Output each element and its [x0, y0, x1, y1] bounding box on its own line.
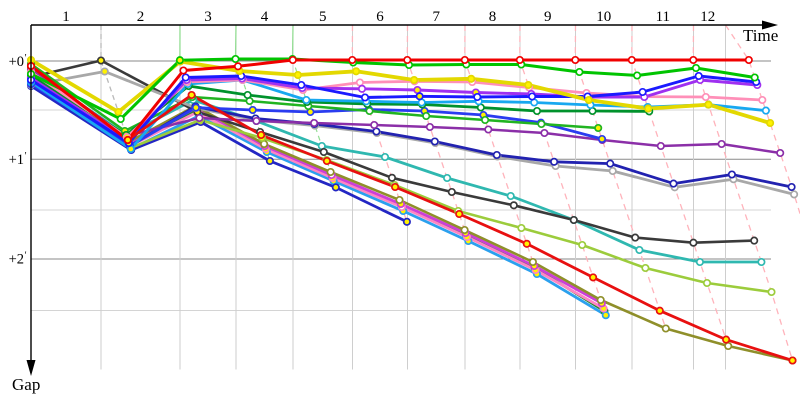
svg-text:6: 6 [376, 9, 384, 25]
svg-text:5: 5 [319, 9, 327, 25]
svg-text:Gap: Gap [12, 375, 40, 394]
svg-text:10: 10 [596, 9, 611, 25]
svg-text:4: 4 [261, 9, 269, 25]
svg-text:2: 2 [137, 9, 145, 25]
svg-text:8: 8 [489, 9, 497, 25]
svg-text:′: ′ [25, 53, 27, 64]
svg-text:7: 7 [432, 9, 440, 25]
svg-text:1: 1 [62, 9, 70, 25]
svg-text:12: 12 [700, 9, 715, 25]
svg-text:3: 3 [204, 9, 212, 25]
svg-text:+1: +1 [9, 152, 24, 168]
svg-text:′: ′ [25, 251, 27, 262]
svg-text:9: 9 [544, 9, 552, 25]
svg-text:Time: Time [743, 26, 778, 45]
svg-text:+2: +2 [9, 252, 24, 268]
svg-text:11: 11 [656, 9, 670, 25]
svg-text:+0: +0 [9, 54, 24, 70]
svg-text:′: ′ [25, 151, 27, 162]
